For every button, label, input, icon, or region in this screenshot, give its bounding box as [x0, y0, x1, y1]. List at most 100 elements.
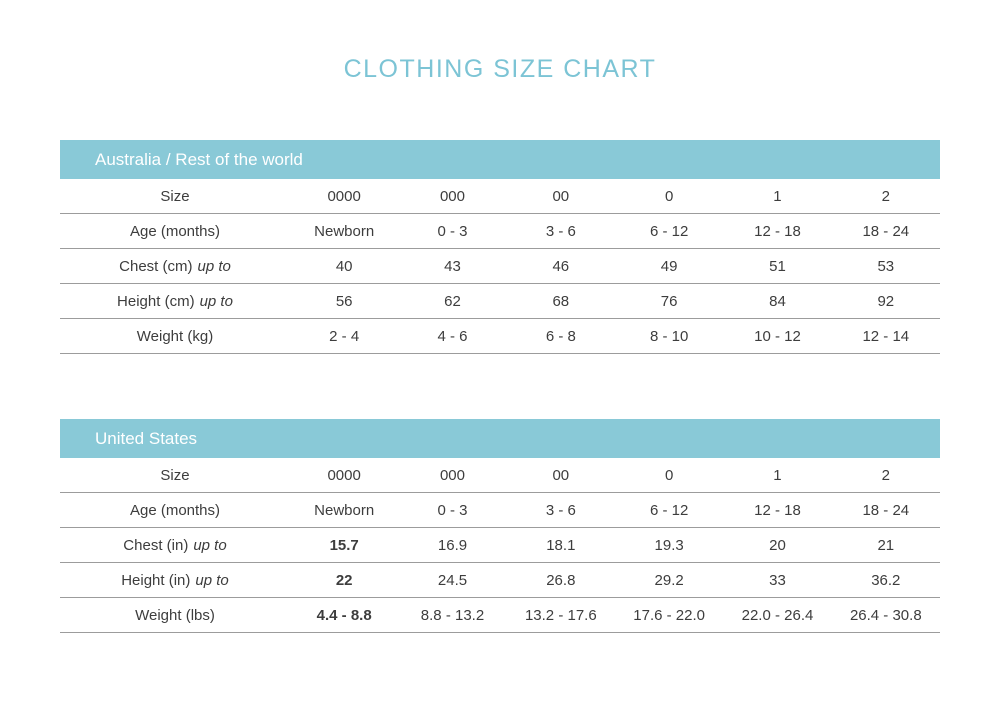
value-cell: 0 - 3 [437, 501, 468, 519]
value-cell: 17.6 - 22.0 [633, 606, 705, 624]
value-cell: 8 - 10 [649, 327, 689, 345]
value-cell: 6 - 12 [649, 501, 689, 519]
table-row: Chest (cm) up to 40 43 46 49 51 53 [60, 249, 940, 284]
value-cell: 22 [335, 571, 353, 589]
row-label-qualifier: up to [193, 536, 227, 554]
value-cell: 6 - 12 [649, 222, 689, 240]
value-cell: 19.3 [654, 536, 684, 554]
value-cell: 26.4 - 30.8 [849, 606, 922, 624]
size-table: United States Size 0000 000 00 0 1 2 Age (months… [60, 419, 940, 633]
row-label-qualifier: up to [195, 571, 229, 589]
row-label-text: Chest (cm) [119, 257, 193, 275]
value-cell: 29.2 [654, 571, 684, 589]
row-label-text: Weight (lbs) [135, 606, 215, 624]
value-cell: 0000 [327, 187, 361, 205]
table-region-title: Australia / Rest of the world [60, 140, 940, 179]
value-cell: 18 - 24 [862, 222, 910, 240]
value-cell: 24.5 [437, 571, 468, 589]
value-cell: 1 [773, 187, 782, 205]
value-cell: 12 - 18 [754, 222, 801, 240]
table-region-title: United States [60, 419, 940, 458]
row-label: Weight (lbs) [60, 607, 290, 624]
value-cell: 0 [664, 187, 674, 205]
value-cell: Newborn [314, 501, 375, 519]
value-cell: 76 [660, 292, 678, 310]
value-cell: 3 - 6 [545, 501, 576, 519]
value-cell: 21 [877, 536, 895, 554]
value-cell: 12 - 18 [754, 501, 801, 519]
value-cell: 4 - 6 [437, 327, 468, 345]
row-label: Chest (in) up to [60, 537, 290, 554]
value-cell: 000 [439, 466, 465, 484]
value-cell: 10 - 12 [754, 327, 801, 345]
row-label: Age (months) [60, 223, 290, 240]
value-cell: 2 [881, 466, 890, 484]
table-row: Size 0000 000 00 0 1 2 [60, 458, 940, 493]
value-cell: 22.0 - 26.4 [741, 606, 814, 624]
value-cell: 40 [335, 257, 353, 275]
row-label-text: Age (months) [129, 501, 221, 519]
value-cell: 4.4 - 8.8 [316, 606, 372, 624]
size-table: Australia / Rest of the world Size 0000 000… [60, 140, 940, 354]
value-cell: 16.9 [437, 536, 468, 554]
value-cell: 0 - 3 [437, 222, 468, 240]
value-cell: 18.1 [546, 536, 576, 554]
row-label-text: Height (cm) [117, 292, 195, 310]
value-cell: 15.7 [329, 536, 359, 554]
value-cell: 53 [877, 257, 895, 275]
value-cell: 68 [552, 292, 570, 310]
value-cell: 00 [552, 466, 570, 484]
row-label-qualifier: up to [197, 257, 231, 275]
row-label-text: Size [160, 466, 190, 484]
value-cell: 36.2 [871, 571, 901, 589]
value-cell: 92 [877, 292, 895, 310]
value-cell: 2 [881, 187, 890, 205]
value-cell: 13.2 - 17.6 [524, 606, 597, 624]
value-cell: 33 [769, 571, 786, 589]
table-row: Size 0000 000 00 0 1 2 [60, 179, 940, 214]
row-label-qualifier: up to [199, 292, 233, 310]
row-label: Height (in) up to [60, 572, 290, 589]
table-row: Chest (in) up to 15.7 16.9 18.1 19.3 20 21 [60, 528, 940, 563]
value-cell: 0000 [327, 466, 361, 484]
value-cell: 2 - 4 [329, 327, 360, 345]
value-cell: 84 [769, 292, 786, 310]
table-row: Age (months) Newborn 0 - 3 3 - 6 6 - 12 12 - … [60, 493, 940, 528]
row-label-text: Size [160, 187, 190, 205]
value-cell: 43 [444, 257, 461, 275]
value-cell: 62 [444, 292, 461, 310]
value-cell: 49 [660, 257, 678, 275]
row-label-text: Height (in) [121, 571, 191, 589]
value-cell: 8.8 - 13.2 [420, 606, 485, 624]
table-row: Height (cm) up to 56 62 68 76 84 92 [60, 284, 940, 319]
value-cell: Newborn [314, 222, 375, 240]
value-cell: 56 [335, 292, 353, 310]
row-label: Height (cm) up to [60, 293, 290, 310]
row-label: Chest (cm) up to [60, 258, 290, 275]
value-cell: 1 [773, 466, 782, 484]
value-cell: 3 - 6 [545, 222, 576, 240]
table-row: Weight (kg) 2 - 4 4 - 6 6 - 8 8 - 10 10 - 12 1… [60, 319, 940, 354]
row-label: Size [60, 188, 290, 205]
value-cell: 20 [769, 536, 786, 554]
value-cell: 00 [552, 187, 570, 205]
value-cell: 12 - 14 [862, 327, 910, 345]
row-label-text: Weight (kg) [136, 327, 214, 345]
value-cell: 46 [552, 257, 570, 275]
page-title: CLOTHING SIZE CHART [343, 55, 657, 83]
table-row: Height (in) up to 22 24.5 26.8 29.2 33 36.2 [60, 563, 940, 598]
row-label: Size [60, 467, 290, 484]
value-cell: 6 - 8 [545, 327, 576, 345]
value-cell: 26.8 [546, 571, 576, 589]
table-row: Age (months) Newborn 0 - 3 3 - 6 6 - 12 12 - … [60, 214, 940, 249]
value-cell: 0 [664, 466, 674, 484]
table-row: Weight (lbs) 4.4 - 8.8 8.8 - 13.2 13.2 - 17… [60, 598, 940, 633]
row-label-text: Chest (in) [123, 536, 189, 554]
row-label: Age (months) [60, 502, 290, 519]
value-cell: 000 [439, 187, 465, 205]
row-label-text: Age (months) [129, 222, 221, 240]
value-cell: 18 - 24 [862, 501, 910, 519]
value-cell: 51 [769, 257, 786, 275]
row-label: Weight (kg) [60, 328, 290, 345]
